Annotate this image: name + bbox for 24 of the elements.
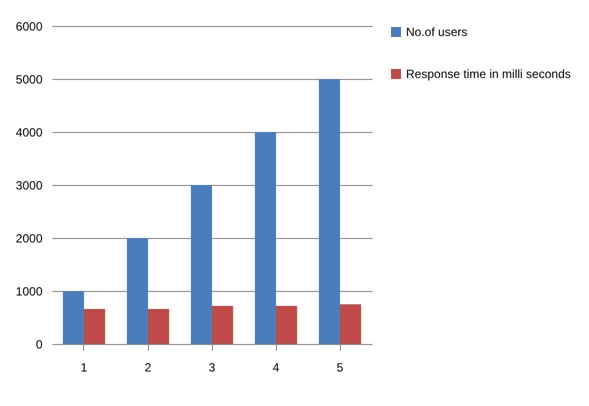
y-tick-label: 5000 — [16, 72, 43, 86]
y-tick-label: 0 — [36, 338, 43, 352]
x-tick-label: 3 — [208, 360, 216, 374]
y-tick-label: 4000 — [16, 126, 43, 140]
bar — [212, 306, 234, 344]
x-tick-label: 2 — [144, 360, 152, 374]
bar — [190, 185, 212, 344]
bar — [84, 309, 106, 344]
x-tick-label: 4 — [272, 360, 280, 374]
x-tick-label: 5 — [336, 360, 344, 374]
bar — [340, 304, 362, 344]
y-tick-label: 1000 — [16, 284, 43, 298]
bar — [62, 291, 84, 344]
legend-label: Response time in milli seconds — [406, 67, 571, 81]
bar — [126, 238, 148, 344]
bar — [276, 306, 298, 344]
bar — [254, 132, 276, 344]
y-tick-label: 2000 — [16, 232, 43, 246]
legend-label: No.of users — [406, 25, 468, 39]
y-tick-label: 6000 — [16, 20, 43, 34]
x-tick-label: 1 — [80, 360, 88, 374]
y-tick-label: 3000 — [16, 178, 43, 192]
bar — [148, 309, 170, 344]
bar — [318, 79, 340, 344]
